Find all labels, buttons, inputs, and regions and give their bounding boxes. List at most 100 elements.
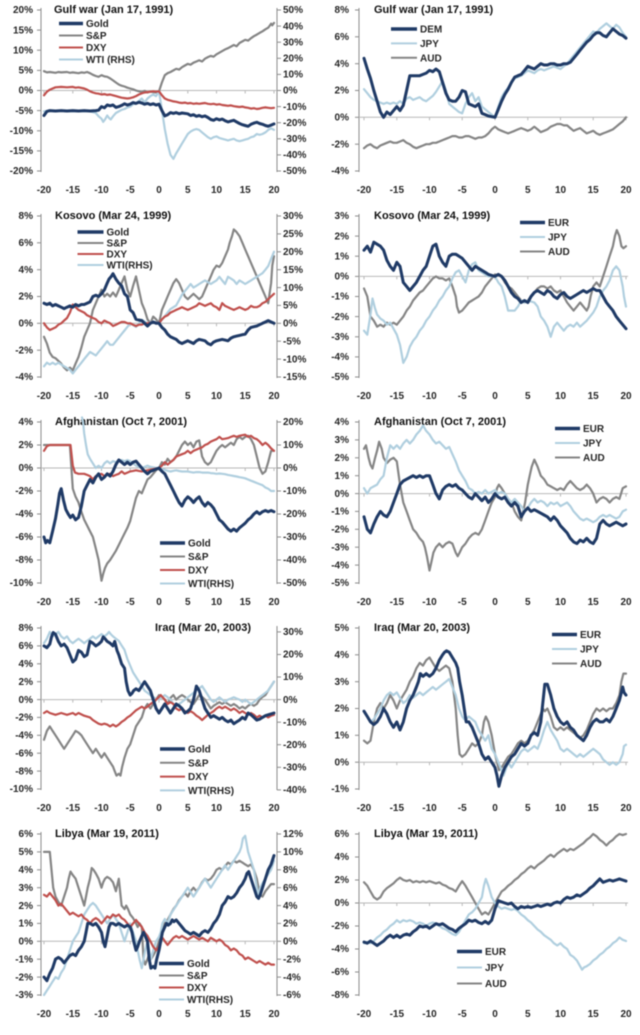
svg-text:-1%: -1% xyxy=(331,784,349,795)
svg-text:10%: 10% xyxy=(283,70,303,81)
svg-text:-2%: -2% xyxy=(283,954,301,965)
svg-text:-1%: -1% xyxy=(331,507,349,518)
svg-text:15: 15 xyxy=(240,185,252,196)
svg-text:S&P: S&P xyxy=(187,971,208,982)
svg-text:0%: 0% xyxy=(283,695,298,706)
svg-text:15: 15 xyxy=(588,185,600,196)
svg-text:3%: 3% xyxy=(335,211,350,222)
svg-text:-20%: -20% xyxy=(283,509,306,520)
svg-text:-5: -5 xyxy=(458,185,467,196)
svg-text:6%: 6% xyxy=(19,238,34,249)
svg-text:1%: 1% xyxy=(335,731,350,742)
svg-text:0: 0 xyxy=(492,391,498,402)
svg-text:JPY: JPY xyxy=(580,645,599,656)
svg-text:10: 10 xyxy=(555,391,567,402)
svg-text:-8%: -8% xyxy=(15,555,33,566)
svg-text:DEM: DEM xyxy=(420,25,442,36)
svg-text:4%: 4% xyxy=(335,59,350,70)
svg-text:-4%: -4% xyxy=(331,560,349,571)
svg-text:10: 10 xyxy=(555,185,567,196)
svg-text:-15: -15 xyxy=(390,391,405,402)
svg-text:-20: -20 xyxy=(37,597,52,608)
svg-text:-15: -15 xyxy=(66,803,81,814)
svg-text:-10: -10 xyxy=(94,597,109,608)
svg-text:30%: 30% xyxy=(283,37,303,48)
svg-text:-20: -20 xyxy=(357,803,372,814)
svg-text:15: 15 xyxy=(240,391,252,402)
svg-text:10%: 10% xyxy=(283,440,303,451)
svg-text:30%: 30% xyxy=(283,211,303,222)
svg-text:Gold: Gold xyxy=(86,19,109,30)
svg-text:-1%: -1% xyxy=(331,292,349,303)
svg-text:Iraq (Mar 20, 2003): Iraq (Mar 20, 2003) xyxy=(374,622,470,634)
svg-text:-5: -5 xyxy=(458,391,467,402)
svg-text:-20%: -20% xyxy=(283,740,306,751)
svg-text:10%: 10% xyxy=(13,46,33,57)
svg-text:-50%: -50% xyxy=(283,166,306,177)
svg-text:-15: -15 xyxy=(390,185,405,196)
svg-text:S&P: S&P xyxy=(86,31,107,42)
svg-text:-15: -15 xyxy=(390,803,405,814)
svg-text:-4%: -4% xyxy=(331,166,349,177)
svg-text:10%: 10% xyxy=(283,283,303,294)
svg-text:AUD: AUD xyxy=(485,979,507,990)
svg-text:15: 15 xyxy=(240,1009,252,1020)
svg-text:-5: -5 xyxy=(126,391,135,402)
svg-text:WTI(RHS): WTI(RHS) xyxy=(188,579,234,590)
svg-text:AUD: AUD xyxy=(583,453,605,464)
svg-text:3%: 3% xyxy=(335,435,350,446)
svg-text:0: 0 xyxy=(492,803,498,814)
svg-text:-5: -5 xyxy=(126,185,135,196)
svg-text:20%: 20% xyxy=(283,650,303,661)
svg-text:-2%: -2% xyxy=(15,972,33,983)
svg-text:5: 5 xyxy=(525,391,531,402)
svg-text:DXY: DXY xyxy=(86,43,107,54)
svg-text:-20: -20 xyxy=(37,1009,52,1020)
svg-text:-15%: -15% xyxy=(10,146,33,157)
svg-text:0%: 0% xyxy=(19,86,34,97)
svg-text:-15: -15 xyxy=(66,185,81,196)
svg-text:AUD: AUD xyxy=(548,247,570,258)
svg-text:0: 0 xyxy=(492,1009,498,1020)
svg-text:-2%: -2% xyxy=(331,312,349,323)
svg-text:3%: 3% xyxy=(335,677,350,688)
svg-text:-6%: -6% xyxy=(331,967,349,978)
svg-text:-15: -15 xyxy=(390,597,405,608)
svg-text:JPY: JPY xyxy=(548,233,567,244)
svg-text:-5%: -5% xyxy=(331,372,349,383)
svg-text:5: 5 xyxy=(185,597,191,608)
svg-text:-5: -5 xyxy=(126,803,135,814)
svg-text:DXY: DXY xyxy=(188,772,209,783)
svg-text:3%: 3% xyxy=(19,883,34,894)
svg-text:15: 15 xyxy=(588,597,600,608)
svg-text:5: 5 xyxy=(185,803,191,814)
svg-text:15: 15 xyxy=(588,391,600,402)
svg-text:Kosovo (Mar 24, 1999): Kosovo (Mar 24, 1999) xyxy=(55,210,171,222)
svg-text:10: 10 xyxy=(555,803,567,814)
svg-text:-4%: -4% xyxy=(331,352,349,363)
svg-text:S&P: S&P xyxy=(188,552,209,563)
svg-text:1%: 1% xyxy=(335,252,350,263)
svg-text:-10: -10 xyxy=(94,1009,109,1020)
svg-text:-20%: -20% xyxy=(10,166,33,177)
svg-text:5%: 5% xyxy=(283,301,298,312)
svg-text:20%: 20% xyxy=(283,54,303,65)
svg-text:-2%: -2% xyxy=(15,713,33,724)
svg-text:-5: -5 xyxy=(458,597,467,608)
svg-text:-10%: -10% xyxy=(283,354,306,365)
svg-text:8%: 8% xyxy=(19,211,34,222)
svg-text:10: 10 xyxy=(211,597,223,608)
svg-text:15: 15 xyxy=(240,597,252,608)
svg-text:2%: 2% xyxy=(335,704,350,715)
svg-text:6%: 6% xyxy=(335,32,350,43)
svg-text:10: 10 xyxy=(555,597,567,608)
svg-text:2%: 2% xyxy=(335,86,350,97)
svg-text:20: 20 xyxy=(268,597,280,608)
svg-text:20%: 20% xyxy=(283,417,303,428)
svg-text:DXY: DXY xyxy=(187,983,208,994)
svg-text:5%: 5% xyxy=(335,623,350,634)
svg-text:0: 0 xyxy=(492,597,498,608)
svg-text:-10%: -10% xyxy=(10,126,33,137)
svg-text:0%: 0% xyxy=(283,463,298,474)
svg-text:0%: 0% xyxy=(335,898,350,909)
